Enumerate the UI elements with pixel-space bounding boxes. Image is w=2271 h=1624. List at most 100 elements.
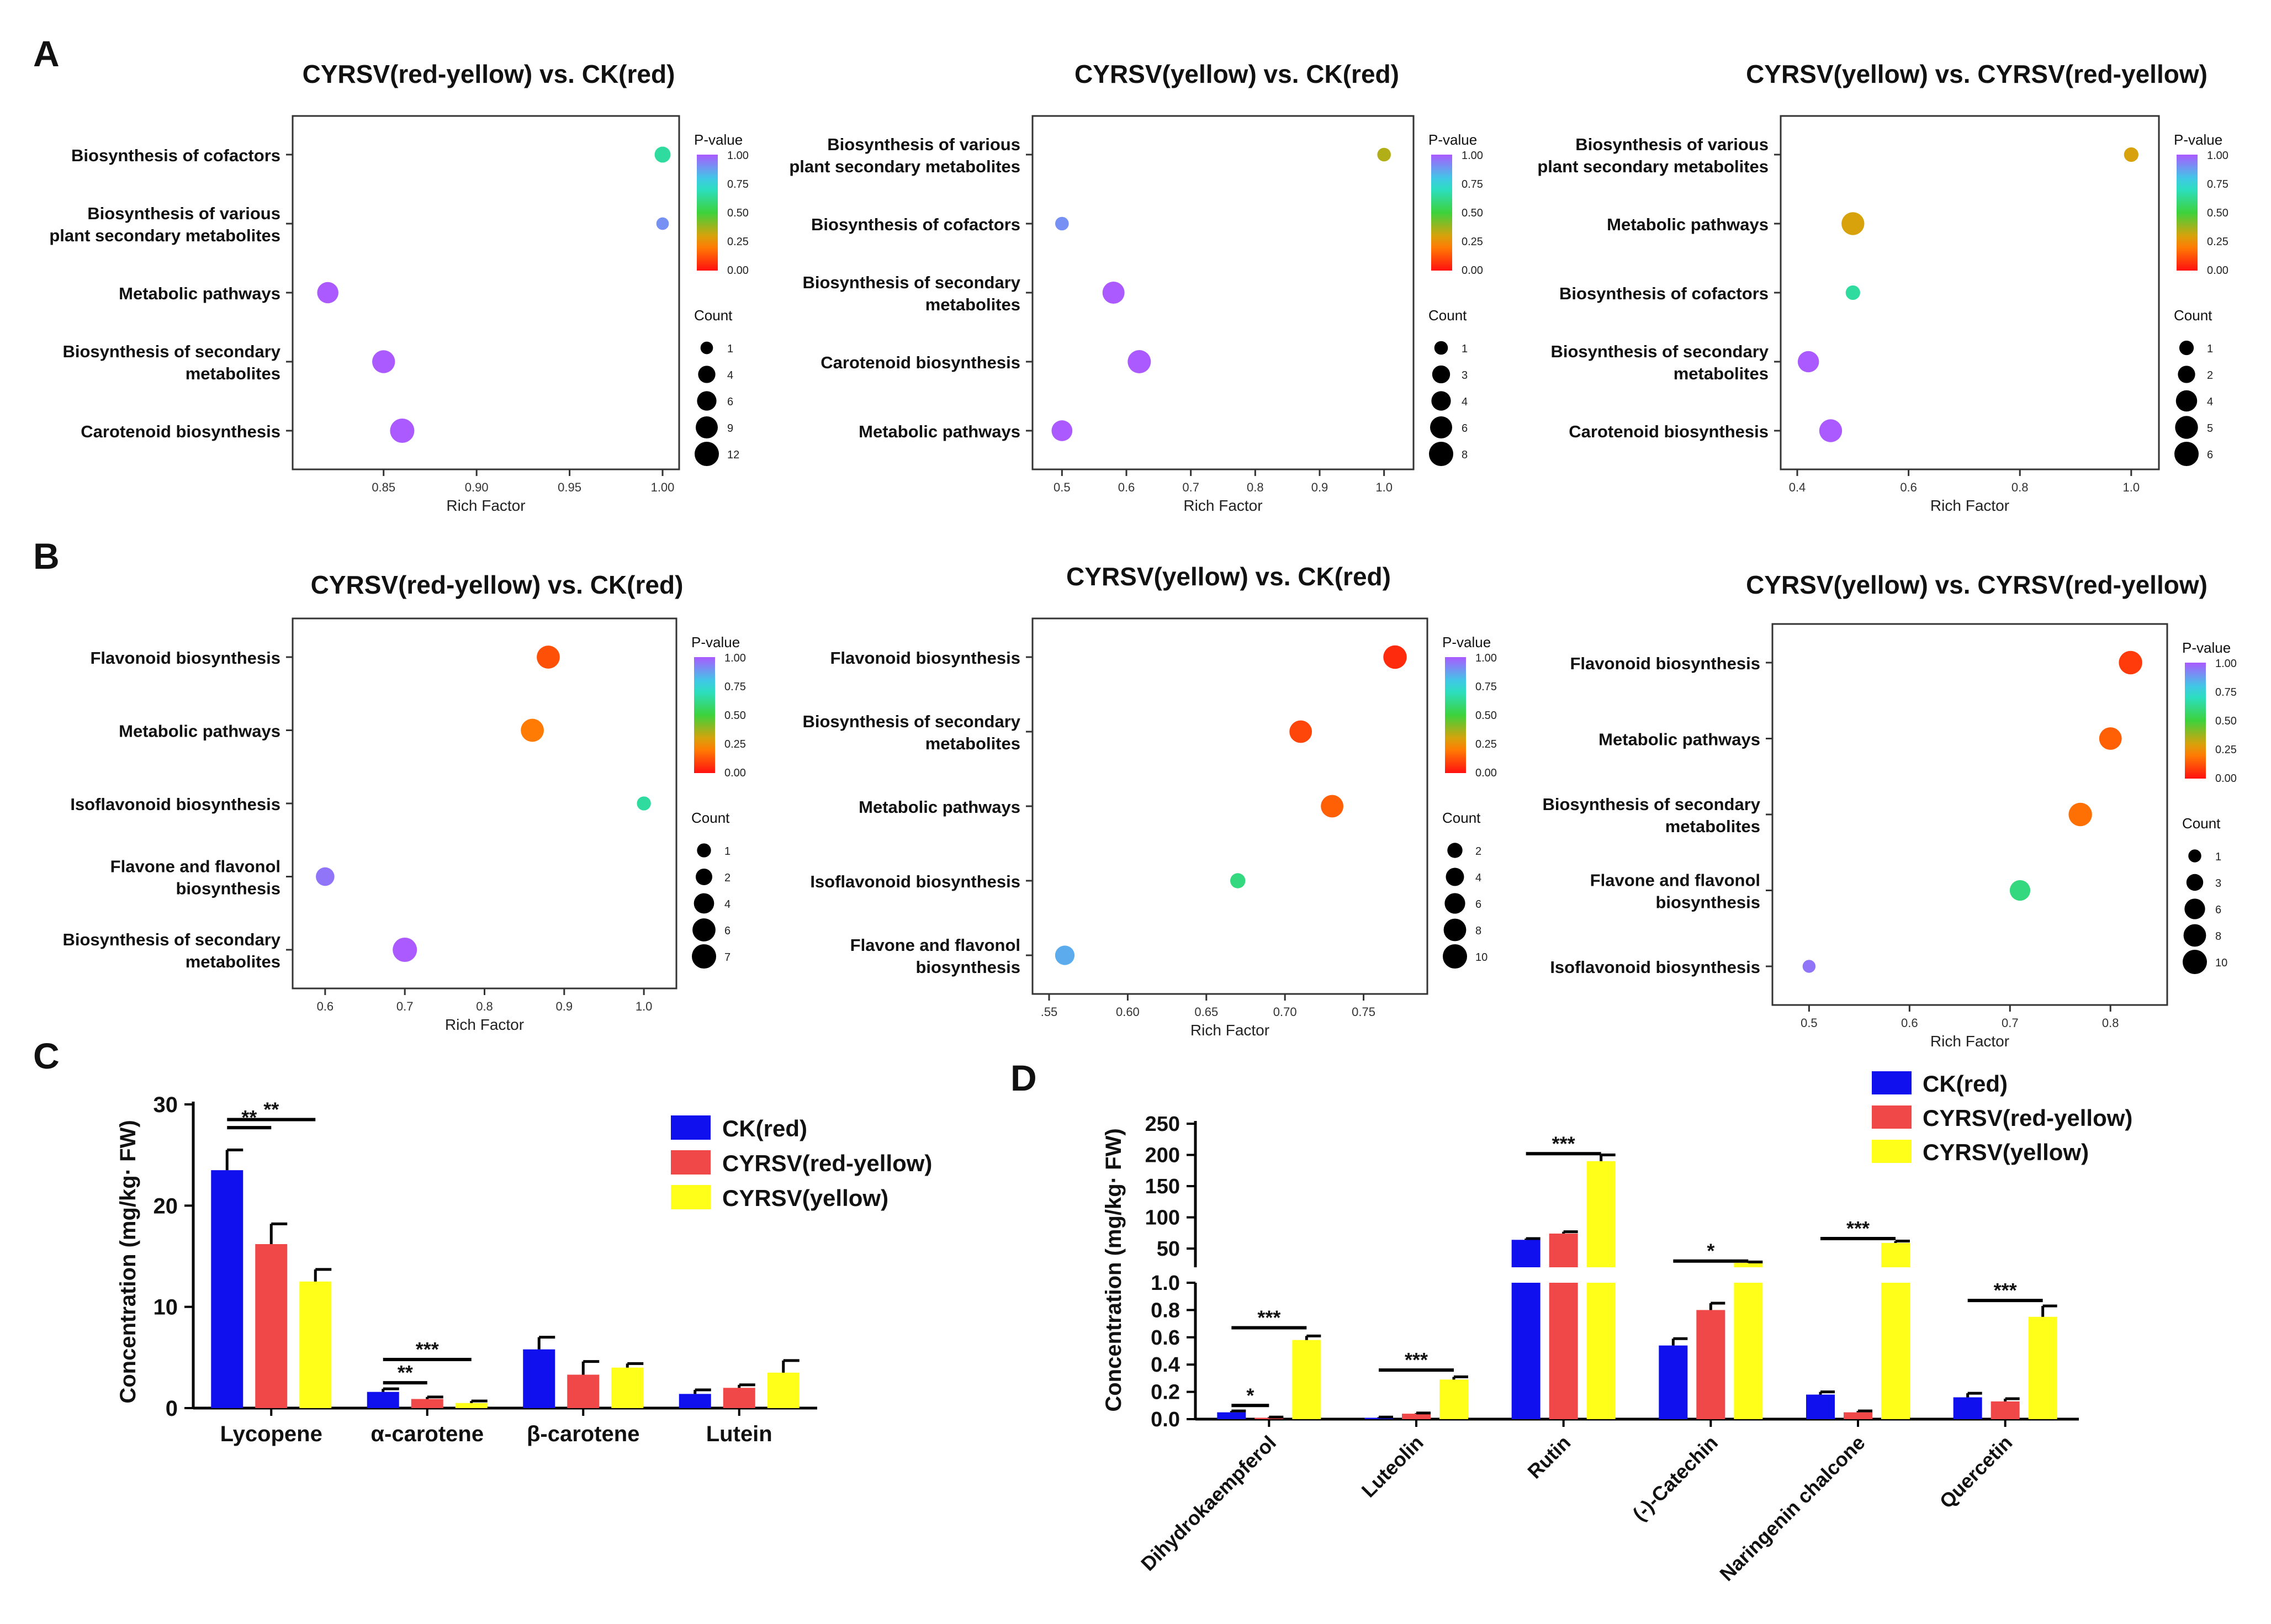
count-legend-label: 1: [727, 343, 733, 355]
category-label: α-carotene: [370, 1422, 484, 1446]
pvalue-tick-label: 0.75: [727, 178, 749, 191]
category-label: Metabolic pathways: [119, 284, 280, 303]
category-label: Isoflavonoid biosynthesis: [70, 795, 280, 814]
x-tick-label: 0.8: [2102, 1016, 2119, 1030]
bubble-chart-b2: CYRSV(yellow) vs. CK(red) .55 0.60 0.65 0.70…: [802, 562, 1496, 1039]
pvalue-tick-label: 0.50: [1462, 207, 1483, 219]
pvalue-tick-label: 0.75: [724, 681, 746, 693]
x-axis-label: Rich Factor: [445, 1016, 524, 1033]
y-tick-label: 0.6: [1151, 1326, 1180, 1350]
category-label: Flavonoid biosynthesis: [830, 648, 1021, 668]
data-bubble: [521, 718, 544, 742]
count-legend-label: 2: [1475, 845, 1481, 858]
y-tick-label: 30: [153, 1093, 178, 1117]
x-tick-label: 0.8: [476, 999, 493, 1013]
pvalue-colorbar: [1445, 657, 1466, 773]
category-label: Luteolin: [1357, 1431, 1428, 1502]
legend-swatch: [1872, 1105, 1912, 1129]
count-legend-dot: [2186, 874, 2204, 891]
count-legend-dot: [695, 442, 719, 466]
count-legend-label: 12: [727, 449, 739, 461]
count-legend-label: 1: [2207, 343, 2213, 355]
pvalue-legend-title: P-value: [1428, 131, 1477, 148]
x-tick-label: 0.5: [1801, 1016, 1818, 1030]
count-legend-dot: [2175, 416, 2198, 439]
x-tick-label: 0.6: [1118, 480, 1135, 494]
category-label: Rutin: [1523, 1431, 1575, 1483]
category-label: Biosynthesis of cofactors: [71, 146, 280, 165]
pvalue-legend-title: P-value: [2174, 131, 2222, 148]
category-label: Metabolic pathways: [1598, 730, 1760, 749]
data-bubble: [316, 867, 335, 886]
count-legend-label: 10: [1475, 951, 1487, 964]
bubble-chart-b1: CYRSV(red-yellow) vs. CK(red) 0.6 0.7 0.8 0.…: [62, 570, 745, 1033]
count-legend-label: 4: [724, 898, 730, 911]
bar-lower-segment: [1734, 1283, 1763, 1419]
data-bubble: [1127, 350, 1151, 374]
bar: [567, 1374, 600, 1408]
x-tick-label: 0.8: [1247, 480, 1264, 494]
y-tick-label: 0.4: [1151, 1353, 1180, 1377]
category-label: Isoflavonoid biosynthesis: [1550, 958, 1760, 977]
bar-upper-segment: [1734, 1263, 1763, 1267]
category-label: Metabolic pathways: [1607, 215, 1769, 234]
pvalue-colorbar: [694, 657, 715, 773]
count-legend-dot: [1443, 944, 1467, 969]
x-tick-label: 0.9: [556, 999, 573, 1013]
category-label: Biosynthesis of various: [87, 204, 280, 223]
count-legend-dot: [1432, 365, 1451, 384]
bar: [723, 1388, 755, 1408]
significance-label: *: [1246, 1384, 1254, 1406]
x-axis-label: Rich Factor: [1190, 1022, 1269, 1039]
pvalue-tick-label: 0.50: [1475, 710, 1497, 722]
category-label: Biosynthesis of secondary: [1542, 795, 1760, 814]
pvalue-tick-label: 1.00: [1462, 150, 1483, 162]
count-legend-dot: [2175, 390, 2198, 412]
count-legend-title: Count: [2174, 307, 2212, 324]
bar: [1292, 1340, 1321, 1419]
category-label: Flavone and flavonol: [1590, 871, 1760, 890]
pvalue-colorbar: [697, 155, 718, 271]
pvalue-tick-label: 0.50: [2207, 207, 2228, 219]
count-legend-label: 9: [727, 422, 733, 435]
pvalue-tick-label: 0.00: [727, 265, 749, 277]
pvalue-tick-label: 1.00: [727, 150, 749, 162]
bar-upper-segment: [1511, 1240, 1541, 1267]
significance-label: ***: [1994, 1279, 2017, 1302]
bar: [611, 1367, 644, 1408]
x-tick-label: 0.75: [1352, 1005, 1375, 1019]
count-legend-dot: [2188, 849, 2201, 863]
category-label: Metabolic pathways: [859, 797, 1020, 817]
count-legend-label: 4: [2207, 396, 2213, 408]
pvalue-tick-label: 0.25: [2215, 744, 2237, 756]
bar-upper-segment: [1586, 1161, 1616, 1267]
data-bubble: [1797, 351, 1819, 373]
count-legend-label: 6: [724, 925, 730, 937]
count-legend-label: 1: [1462, 343, 1468, 355]
count-legend-dot: [696, 416, 718, 438]
legend-label: CK(red): [1923, 1071, 2008, 1097]
count-legend-dot: [700, 341, 713, 355]
category-label: Naringenin chalcone: [1715, 1431, 1869, 1585]
data-bubble: [537, 646, 560, 669]
x-tick-label: 1.0: [1375, 480, 1393, 494]
count-legend-title: Count: [1428, 307, 1467, 324]
data-bubble: [2099, 727, 2122, 750]
y-tick-label: 20: [153, 1194, 178, 1218]
x-tick-label: 0.60: [1116, 1005, 1140, 1019]
bar: [1659, 1345, 1688, 1419]
bar: [1402, 1414, 1431, 1419]
count-legend-label: 6: [1475, 898, 1481, 911]
data-bubble: [1055, 216, 1069, 231]
bar: [1439, 1379, 1468, 1419]
category-label: Biosynthesis of various: [1575, 135, 1769, 154]
bubble-chart-a1: CYRSV(red-yellow) vs. CK(red) 0.85 0.90 0.9…: [49, 60, 749, 514]
category-label: Carotenoid biosynthesis: [81, 422, 280, 441]
count-legend-label: 4: [1475, 872, 1481, 884]
category-label: plant secondary metabolites: [49, 226, 280, 245]
category-label: Metabolic pathways: [119, 722, 280, 741]
panel-label-c: C: [33, 1035, 60, 1076]
pvalue-tick-label: 0.00: [1475, 767, 1497, 779]
bar-lower-segment: [1549, 1283, 1578, 1419]
y-axis-label: Concentration (mg/kg· FW): [1102, 1128, 1126, 1411]
